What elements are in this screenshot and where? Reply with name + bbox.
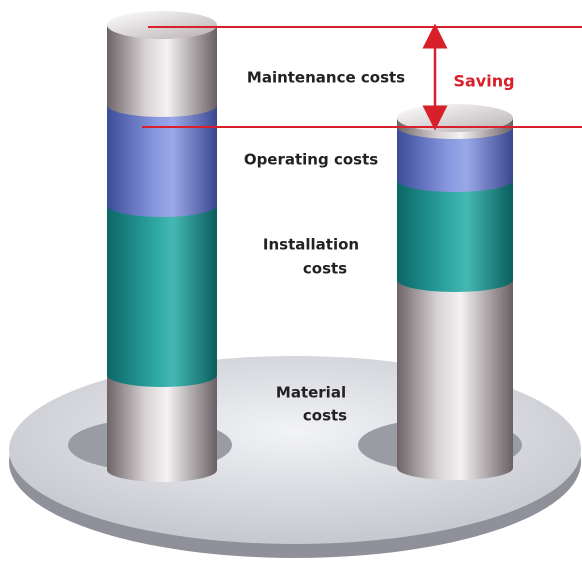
label: Installation: [263, 236, 359, 254]
right-cylinder: [397, 104, 513, 480]
left-cylinder: [107, 11, 217, 482]
saving-label: Saving: [453, 72, 514, 91]
label: costs: [303, 260, 347, 278]
label: Maintenance costs: [247, 69, 405, 87]
label: Operating costs: [244, 151, 378, 169]
label: Material: [276, 384, 346, 402]
label: costs: [303, 407, 347, 425]
